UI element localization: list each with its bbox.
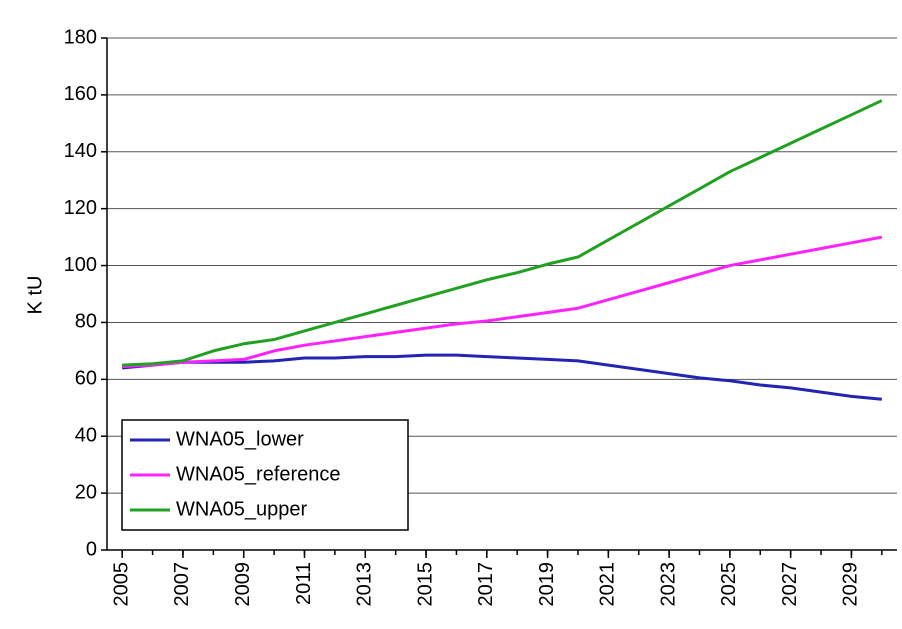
legend-label: WNA05_upper [176,498,308,520]
y-tick-label: 180 [64,26,97,48]
legend-label: WNA05_lower [176,428,304,450]
y-tick-label: 120 [64,197,97,219]
legend-label: WNA05_reference [176,463,341,485]
x-tick-label: 2025 [718,562,740,607]
y-tick-label: 160 [64,83,97,105]
series-line [122,353,882,401]
x-tick-label: 2019 [536,562,558,607]
x-tick-label: 2005 [110,562,132,607]
x-tick-label: 2017 [475,562,497,607]
series-line [122,99,883,367]
series-line [122,235,883,369]
x-tick-label: 2021 [597,562,619,607]
x-tick-label: 2029 [840,562,862,607]
y-tick-label: 60 [75,368,97,390]
x-tick-label: 2007 [171,562,193,607]
y-tick-label: 140 [64,140,97,162]
y-tick-label: 20 [75,481,97,503]
y-tick-label: 0 [86,538,97,560]
x-tick-label: 2027 [779,562,801,607]
y-axis-label: K tU [24,276,46,315]
x-tick-label: 2015 [414,562,436,607]
y-tick-label: 40 [75,425,97,447]
x-tick-label: 2013 [354,562,376,607]
y-tick-label: 100 [64,254,97,276]
y-tick-label: 80 [75,311,97,333]
x-tick-label: 2011 [293,562,315,605]
x-tick-label: 2023 [657,562,679,607]
x-tick-label: 2009 [232,562,254,607]
